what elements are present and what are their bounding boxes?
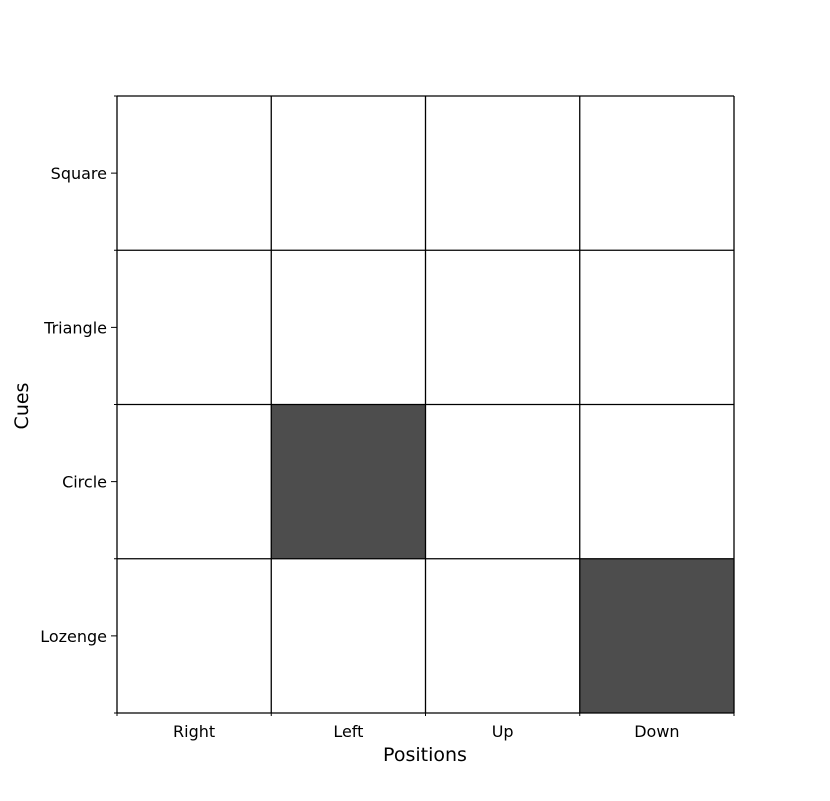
axis-ticks (111, 95, 735, 716)
heatmap-cell (117, 96, 272, 251)
heatmap-cell (425, 96, 580, 251)
y-tick-label: Lozenge (40, 627, 107, 646)
heatmap-cell (579, 404, 734, 559)
x-tick-label: Down (634, 722, 679, 741)
x-axis-label: Positions (383, 744, 467, 766)
heatmap-cell (117, 558, 272, 713)
x-tick-label: Left (333, 722, 363, 741)
x-tick-label: Right (173, 722, 215, 741)
heatmap-cell (271, 96, 426, 251)
heatmap-cells (117, 96, 734, 713)
y-tick-labels: Square Triangle Circle Lozenge (40, 164, 107, 646)
y-tick-label: Triangle (43, 318, 107, 337)
heatmap-cell (271, 250, 426, 405)
heatmap-cell (425, 250, 580, 405)
heatmap-cell (117, 404, 272, 559)
y-tick-label: Circle (62, 473, 107, 492)
x-tick-label: Up (492, 722, 514, 741)
heatmap-cell (579, 558, 734, 713)
heatmap-cell (579, 96, 734, 251)
heatmap-cell (271, 404, 426, 559)
heatmap-cell (425, 558, 580, 713)
heatmap-cell (271, 558, 426, 713)
y-tick-label: Square (51, 164, 107, 183)
heatmap-cell (579, 250, 734, 405)
heatmap-cell (425, 404, 580, 559)
y-axis-label: Cues (11, 383, 33, 430)
x-tick-labels: Right Left Up Down (173, 722, 679, 741)
heatmap-cell (117, 250, 272, 405)
